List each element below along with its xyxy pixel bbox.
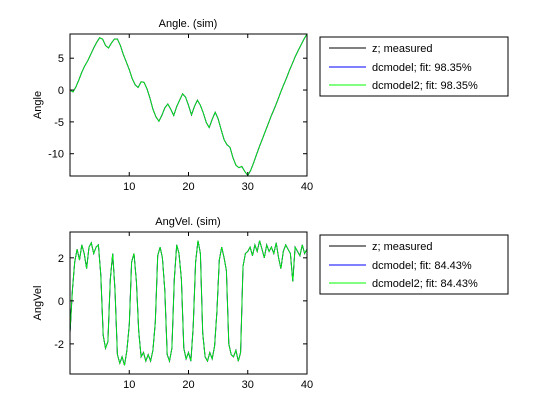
y-tick-label: 5 <box>58 53 64 65</box>
legend-label-measured: z; measured <box>372 241 433 253</box>
y-tick-label: -10 <box>48 149 64 161</box>
legend-label-dcmodel2: dcmodel2; fit: 98.35% <box>372 80 478 92</box>
legend-label-measured: z; measured <box>372 43 433 55</box>
x-tick-label: 40 <box>301 379 313 391</box>
y-tick-label: 2 <box>58 253 64 265</box>
legend-label-dcmodel: dcmodel; fit: 98.35% <box>372 62 472 74</box>
chart-title: AngVel. (sim) <box>155 216 220 228</box>
series-line-dcmodel2 <box>69 33 308 177</box>
x-tick-label: 20 <box>182 379 194 391</box>
legend: z; measured dcmodel; fit: 98.35% dcmodel… <box>319 36 509 97</box>
x-tick-label: 20 <box>182 181 194 193</box>
x-tick-label: 10 <box>123 379 135 391</box>
y-tick-label: -2 <box>54 339 64 351</box>
x-tick-label: 40 <box>301 181 313 193</box>
chart-title: Angle. (sim) <box>159 18 218 30</box>
x-tick-label: 30 <box>242 181 254 193</box>
plot-area <box>69 240 308 366</box>
y-tick-label: 0 <box>58 296 64 308</box>
legend-label-dcmodel2: dcmodel2; fit: 84.43% <box>372 278 478 290</box>
legend: z; measured dcmodel; fit: 84.43% dcmodel… <box>319 234 509 295</box>
series-line-dcmodel2 <box>69 240 308 366</box>
y-axis-label: Angle <box>32 91 44 119</box>
y-axis-label: AngVel <box>32 286 44 321</box>
x-tick-label: 10 <box>123 181 135 193</box>
x-tick-label: 30 <box>242 379 254 391</box>
y-tick-label: -5 <box>54 117 64 129</box>
plot-area <box>69 33 308 177</box>
legend-label-dcmodel: dcmodel; fit: 84.43% <box>372 260 472 272</box>
y-tick-label: 0 <box>58 85 64 97</box>
